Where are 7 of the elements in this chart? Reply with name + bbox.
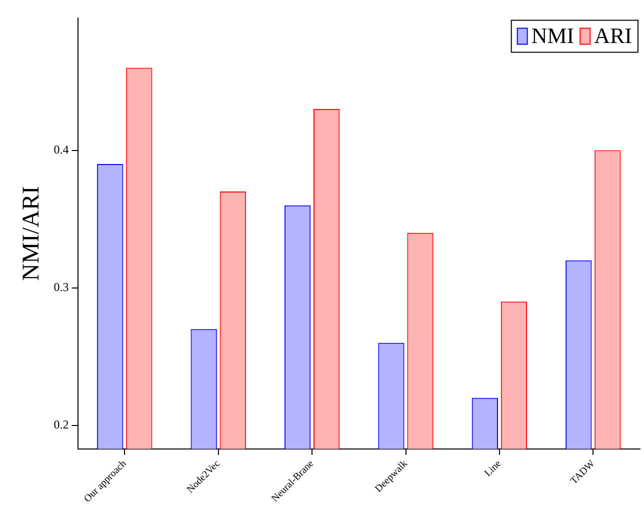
x-tick-label: Line xyxy=(482,458,504,480)
legend-label: ARI xyxy=(594,22,632,48)
y-axis-title: NMI/ARI xyxy=(18,186,45,281)
y-tick-label: 0.2 xyxy=(54,418,69,432)
y-tick-label: 0.3 xyxy=(54,280,69,294)
y-tick-label: 0.4 xyxy=(54,142,69,156)
legend-label: NMI xyxy=(531,22,574,48)
